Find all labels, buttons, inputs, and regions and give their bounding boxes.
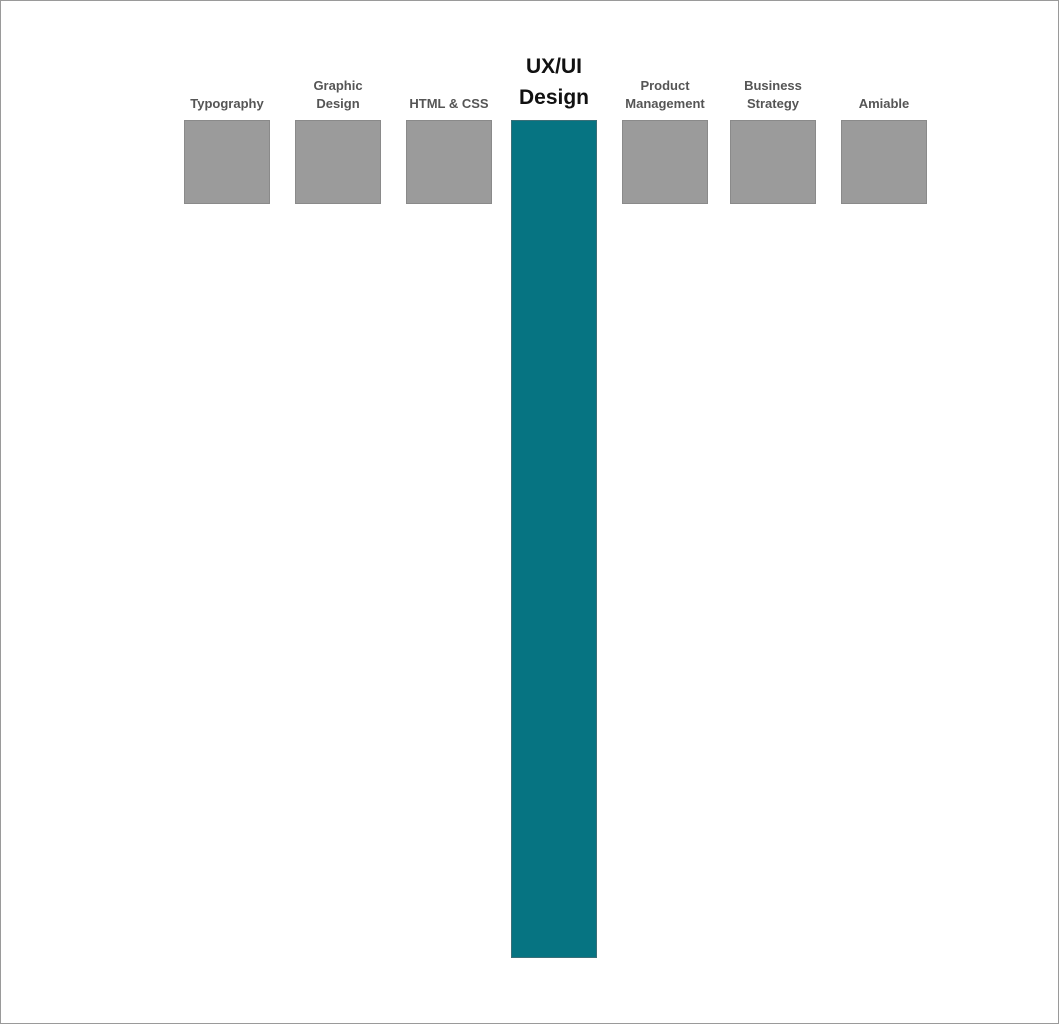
- skill-box: [730, 120, 816, 204]
- skill-label: Amiable: [858, 96, 910, 111]
- featured-skill-label: UX/UI Design: [518, 55, 589, 109]
- skill-box: [295, 120, 381, 204]
- skill-label: Product Management: [625, 78, 705, 111]
- featured-skill-bar: [511, 120, 597, 958]
- skill-label: Graphic Design: [313, 78, 363, 111]
- skill-box: [622, 120, 708, 204]
- skill-label: Typography: [190, 96, 264, 111]
- skill-box: [841, 120, 927, 204]
- skill-label: Business Strategy: [744, 78, 802, 111]
- skill-box: [406, 120, 492, 204]
- skill-box: [184, 120, 270, 204]
- skill-label: HTML & CSS: [409, 96, 489, 111]
